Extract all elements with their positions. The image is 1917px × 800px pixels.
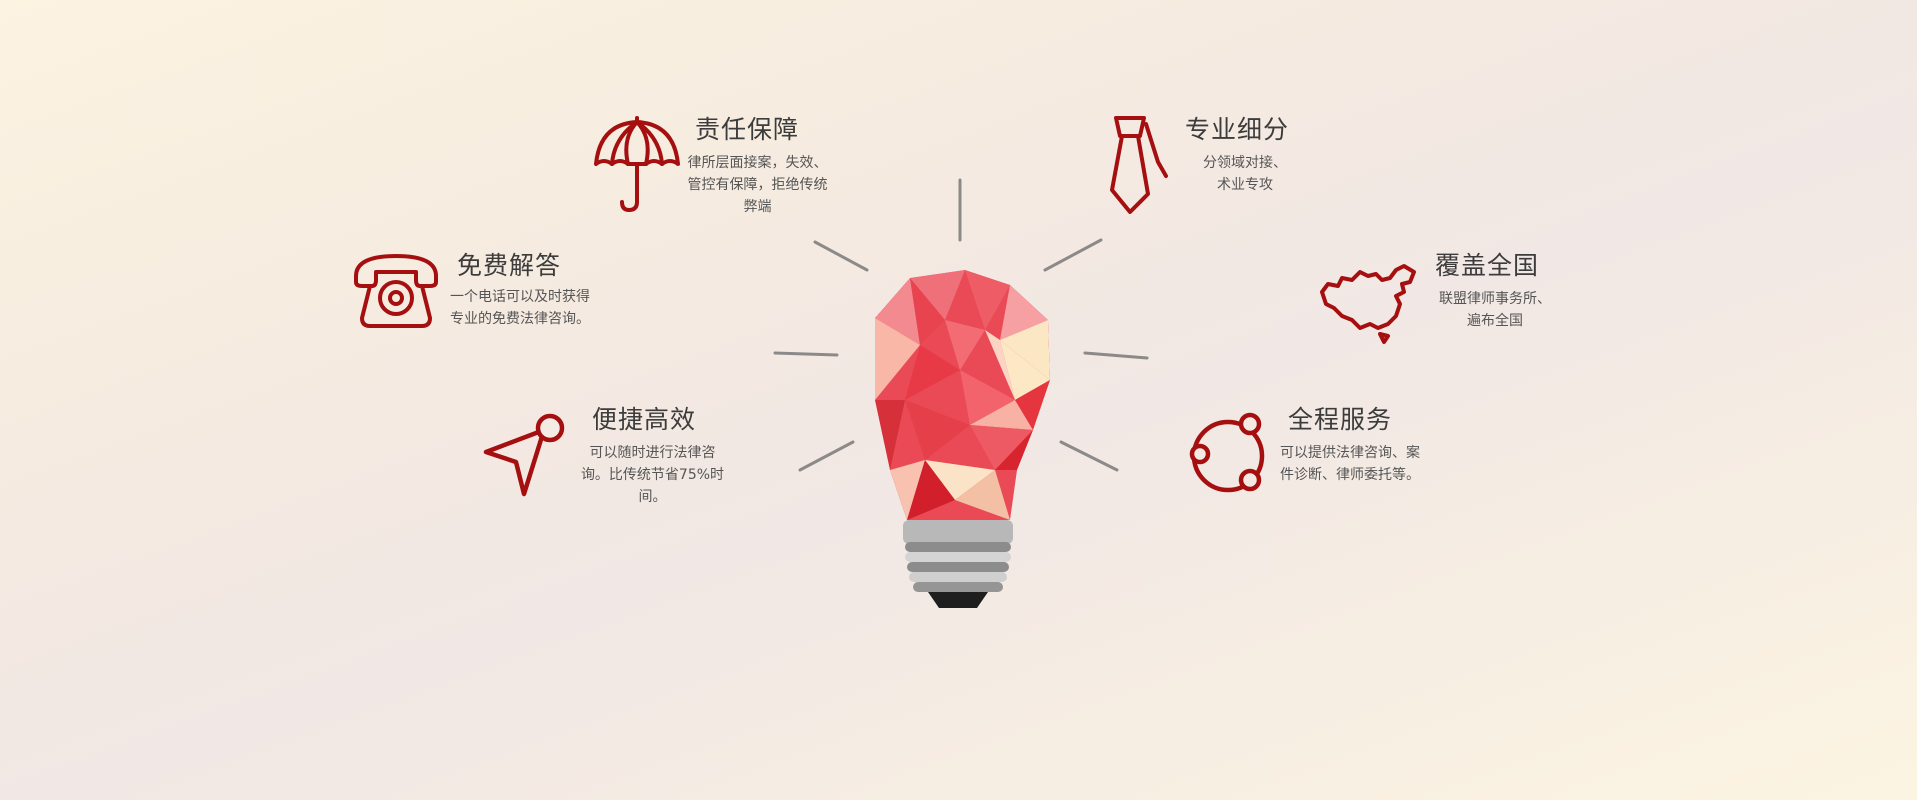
feature-title: 便捷高效 [592,405,697,434]
lightbulb-icon [773,178,1149,608]
telephone-icon [352,252,440,332]
cursor-arrow-icon [482,412,568,498]
lightbulb-illustration [755,170,1155,620]
china-map-icon [1318,262,1418,346]
feature-description: 律所层面接案，失效、 管控有保障，拒绝传统 弊端 [687,155,828,215]
light-rays [773,178,1149,472]
feature-description: 可以随时进行法律咨 询。比传统节省75%时 间。 [580,445,725,505]
share-nodes-icon [1188,412,1274,498]
bulb-base [903,520,1013,608]
feature-title: 专业细分 [1185,115,1290,144]
feature-title: 全程服务 [1288,405,1393,434]
feature-description: 分领域对接、 术业专攻 [1203,155,1287,193]
feature-title: 覆盖全国 [1435,251,1540,280]
feature-description: 可以提供法律咨询、案 件诊断、律师委托等。 [1280,445,1420,483]
necktie-icon [1108,114,1168,214]
feature-title: 免费解答 [457,251,562,280]
feature-description: 联盟律师事务所、 遍布全国 [1439,291,1551,329]
umbrella-icon [592,116,682,214]
feature-title: 责任保障 [695,115,800,144]
feature-description: 一个电话可以及时获得 专业的免费法律咨询。 [450,289,590,327]
